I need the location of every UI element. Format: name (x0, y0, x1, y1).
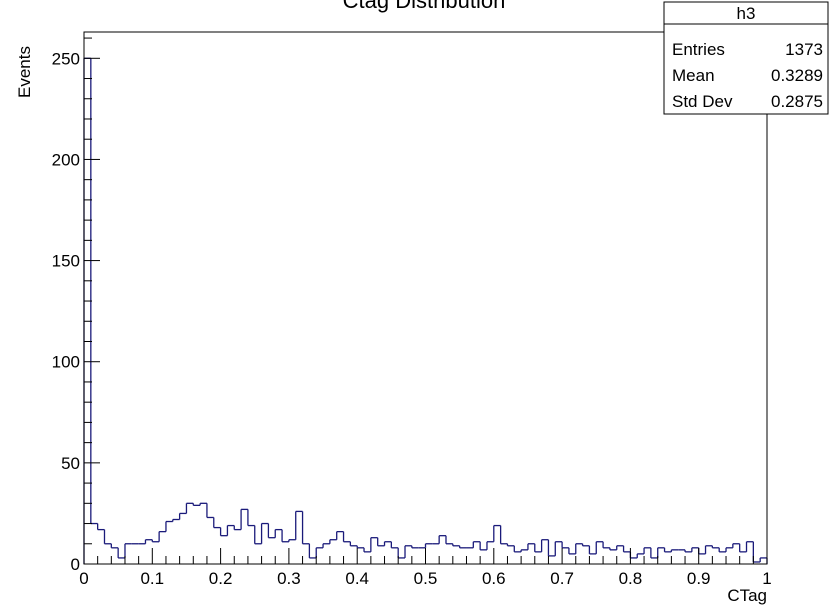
stats-box: h3 Entries 1373 Mean 0.3289 Std Dev 0.28… (663, 1, 829, 115)
stats-stddev-value: 0.2875 (771, 92, 823, 111)
stats-entries-label: Entries (672, 40, 725, 59)
x-tick-label: 0.6 (482, 569, 506, 588)
x-tick-label: 1 (762, 569, 771, 588)
x-tick-label: 0.1 (140, 569, 164, 588)
x-tick-label: 0.9 (687, 569, 711, 588)
x-axis: 0 0.1 0.2 0.3 0.4 0.5 0.6 0.7 0.8 0.9 1 (79, 548, 772, 588)
y-tick-label: 200 (52, 150, 80, 169)
x-tick-label: 0.3 (277, 569, 301, 588)
y-tick-label: 100 (52, 353, 80, 372)
stats-box-frame (663, 1, 829, 115)
x-tick-label: 0.7 (550, 569, 574, 588)
stats-mean-label: Mean (672, 66, 715, 85)
x-tick-label: 0.5 (414, 569, 438, 588)
y-tick-label: 150 (52, 252, 80, 271)
y-tick-label: 50 (61, 454, 80, 473)
stats-stddev-label: Std Dev (672, 92, 733, 111)
y-axis-title: Events (15, 46, 34, 98)
x-axis-title: CTag (727, 586, 767, 605)
x-tick-label: 0.8 (619, 569, 643, 588)
y-tick-label: 250 (52, 49, 80, 68)
y-axis: 0 50 100 150 200 250 (52, 37, 100, 574)
histogram-layer (83, 57, 768, 564)
x-tick-label: 0.4 (345, 569, 369, 588)
stats-mean-value: 0.3289 (771, 66, 823, 85)
x-tick-label: 0 (79, 569, 88, 588)
stats-entries-value: 1373 (785, 40, 823, 59)
y-tick-label: 0 (71, 555, 80, 574)
x-tick-label: 0.2 (209, 569, 233, 588)
stats-box-name: h3 (737, 4, 756, 23)
chart-title: Ctag Distribution (343, 0, 506, 13)
